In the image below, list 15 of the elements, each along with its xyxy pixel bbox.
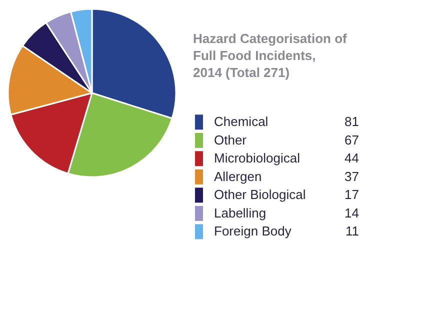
text: Hazard Categorisation of Full Food Incidents, 2014 (Total 271) <box>193 31 348 80</box>
legend-label: Other Biological <box>214 187 306 202</box>
data-label: 11 <box>346 224 359 239</box>
legend-label: Other <box>214 132 248 148</box>
data-label: 14 <box>344 205 359 220</box>
legend-label: Chemical <box>214 114 268 130</box>
data-label: 17 <box>344 187 359 202</box>
legend-label: Microbiological <box>214 150 300 166</box>
data-label: 81 <box>344 114 359 130</box>
data-label: 67 <box>344 132 359 148</box>
legend-label: Labelling <box>214 205 266 220</box>
legend-label: Foreign Body <box>214 224 292 239</box>
data-label: 44 <box>344 150 359 166</box>
data-label: 37 <box>344 168 359 184</box>
legend-label: Allergen <box>214 168 262 184</box>
